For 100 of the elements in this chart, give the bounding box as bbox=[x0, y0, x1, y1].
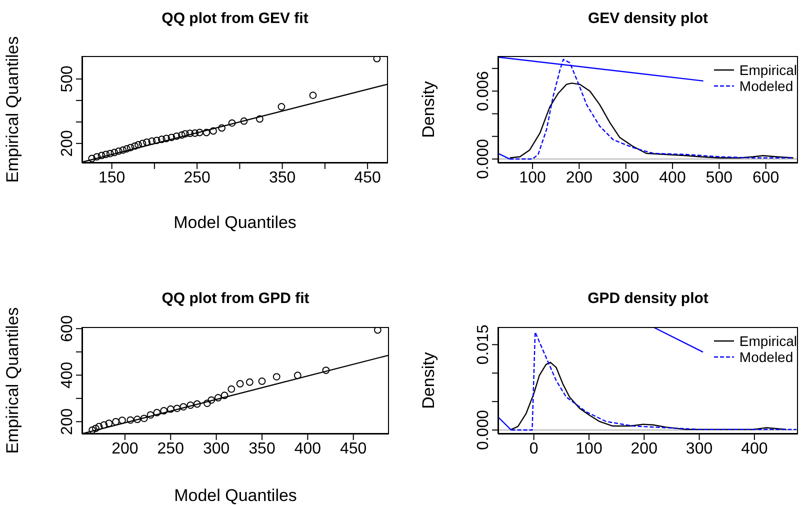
point bbox=[214, 394, 222, 402]
y-axis-title: Empirical Quantiles bbox=[3, 307, 22, 454]
point bbox=[88, 426, 96, 434]
point bbox=[152, 136, 160, 144]
y-tick-label: 0.000 bbox=[475, 410, 492, 450]
point bbox=[218, 124, 226, 132]
point bbox=[146, 411, 154, 419]
point bbox=[202, 128, 210, 136]
point bbox=[102, 150, 110, 158]
point bbox=[186, 130, 194, 138]
point bbox=[322, 366, 330, 374]
legend-label: Modeled bbox=[739, 78, 794, 94]
x-tick-label: 600 bbox=[752, 169, 780, 186]
point bbox=[105, 420, 113, 427]
point bbox=[143, 138, 150, 146]
point bbox=[118, 416, 126, 424]
point bbox=[148, 137, 156, 145]
x-tick-label: 0 bbox=[529, 440, 538, 458]
x-axis-title: Model Quantiles bbox=[174, 213, 296, 232]
y-tick-label: 200 bbox=[59, 408, 76, 436]
point bbox=[210, 127, 217, 135]
point bbox=[373, 56, 381, 62]
y-tick-label: 0.000 bbox=[475, 138, 492, 180]
x-tick-label: 500 bbox=[706, 169, 733, 186]
point bbox=[220, 392, 228, 400]
chart-title: QQ plot from GEV fit bbox=[160, 10, 310, 27]
x-tick-label: 350 bbox=[248, 440, 276, 458]
point bbox=[186, 401, 194, 409]
point bbox=[162, 134, 170, 142]
point bbox=[119, 146, 127, 154]
x-tick-label: 100 bbox=[576, 440, 602, 458]
point bbox=[95, 422, 103, 430]
y-tick-label: 0.006 bbox=[475, 70, 492, 112]
x-tick-label: 450 bbox=[354, 169, 381, 186]
line-series bbox=[509, 82, 794, 159]
point bbox=[126, 144, 134, 152]
point bbox=[181, 130, 189, 138]
point bbox=[294, 372, 302, 380]
point bbox=[93, 153, 101, 160]
y-axis-title: Density bbox=[419, 352, 438, 409]
legend-label: Empirical bbox=[739, 62, 797, 78]
point bbox=[131, 142, 139, 150]
point bbox=[196, 128, 204, 136]
point bbox=[100, 421, 108, 429]
point bbox=[172, 132, 180, 140]
point bbox=[123, 145, 130, 153]
x-tick-label: 350 bbox=[268, 169, 296, 186]
point bbox=[112, 418, 120, 426]
point bbox=[138, 140, 146, 148]
point bbox=[236, 380, 244, 388]
point bbox=[110, 148, 118, 156]
point bbox=[272, 373, 280, 380]
point bbox=[203, 400, 211, 407]
point bbox=[240, 117, 248, 125]
point bbox=[309, 92, 317, 100]
y-tick-label: 200 bbox=[59, 130, 76, 157]
point bbox=[140, 414, 148, 422]
x-tick-label: 300 bbox=[686, 440, 713, 458]
y-tick-label: 400 bbox=[59, 362, 76, 388]
point bbox=[193, 400, 201, 408]
point bbox=[178, 131, 186, 139]
point bbox=[168, 134, 176, 142]
chart-title: GPD density plot bbox=[586, 290, 710, 307]
chart-title: QQ plot from GPD fit bbox=[160, 290, 310, 307]
point bbox=[228, 119, 236, 127]
point bbox=[191, 129, 199, 137]
legend-label: Empirical bbox=[739, 333, 797, 349]
point bbox=[126, 416, 134, 424]
y-axis-title: Empirical Quantiles bbox=[3, 36, 22, 183]
x-tick-label: 450 bbox=[340, 440, 367, 458]
point bbox=[258, 378, 266, 385]
x-tick-label: 400 bbox=[741, 440, 768, 458]
y-tick-label: 0.015 bbox=[475, 324, 492, 365]
point bbox=[208, 396, 216, 404]
point bbox=[256, 115, 264, 123]
point bbox=[374, 327, 382, 334]
x-tick-label: 200 bbox=[630, 440, 658, 458]
point bbox=[173, 404, 181, 412]
point bbox=[153, 408, 161, 416]
chart-title: GEV density plot bbox=[586, 10, 709, 27]
point bbox=[158, 136, 166, 144]
point bbox=[114, 147, 122, 155]
point bbox=[88, 154, 96, 162]
point bbox=[180, 403, 188, 410]
x-tick-label: 200 bbox=[566, 169, 593, 186]
point bbox=[134, 141, 142, 148]
x-axis-title: Model Quantiles bbox=[174, 486, 297, 505]
y-tick-label: 500 bbox=[59, 66, 76, 92]
y-axis-title: Density bbox=[419, 80, 438, 138]
x-tick-label: 250 bbox=[184, 169, 211, 186]
point bbox=[98, 152, 106, 160]
x-tick-label: 150 bbox=[98, 169, 126, 186]
legend-label: Modeled bbox=[739, 349, 794, 365]
x-tick-label: 200 bbox=[112, 440, 138, 458]
point bbox=[160, 407, 168, 414]
point bbox=[278, 103, 286, 110]
x-tick-label: 100 bbox=[519, 169, 546, 186]
x-tick-label: 300 bbox=[202, 440, 230, 458]
x-tick-label: 300 bbox=[612, 169, 640, 186]
point bbox=[106, 150, 114, 158]
